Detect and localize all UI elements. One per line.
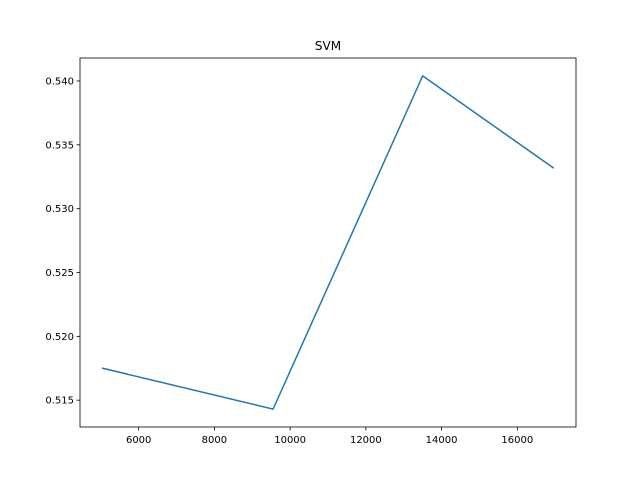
x-tick-label: 12000: [350, 435, 382, 446]
y-tick-label: 0.530: [45, 204, 74, 215]
x-tick-label: 8000: [202, 435, 227, 446]
y-tick-label: 0.515: [45, 396, 74, 407]
y-tick-label: 0.520: [45, 332, 74, 343]
x-tick-label: 6000: [126, 435, 151, 446]
x-tick-label: 10000: [274, 435, 306, 446]
y-axis: 0.515 0.520 0.525 0.530 0.535 0.540: [45, 76, 80, 407]
x-axis: 6000 8000 10000 12000 14000 16000: [126, 427, 533, 446]
x-tick-label: 16000: [501, 435, 533, 446]
plot-frame: [79, 57, 577, 428]
x-tick-label: 14000: [426, 435, 458, 446]
chart-title: SVM: [315, 39, 341, 53]
y-tick-label: 0.540: [45, 76, 74, 87]
y-tick-label: 0.535: [45, 140, 74, 151]
plot-area: [101, 75, 555, 410]
series-line-0: [101, 75, 555, 410]
y-tick-label: 0.525: [45, 268, 74, 279]
